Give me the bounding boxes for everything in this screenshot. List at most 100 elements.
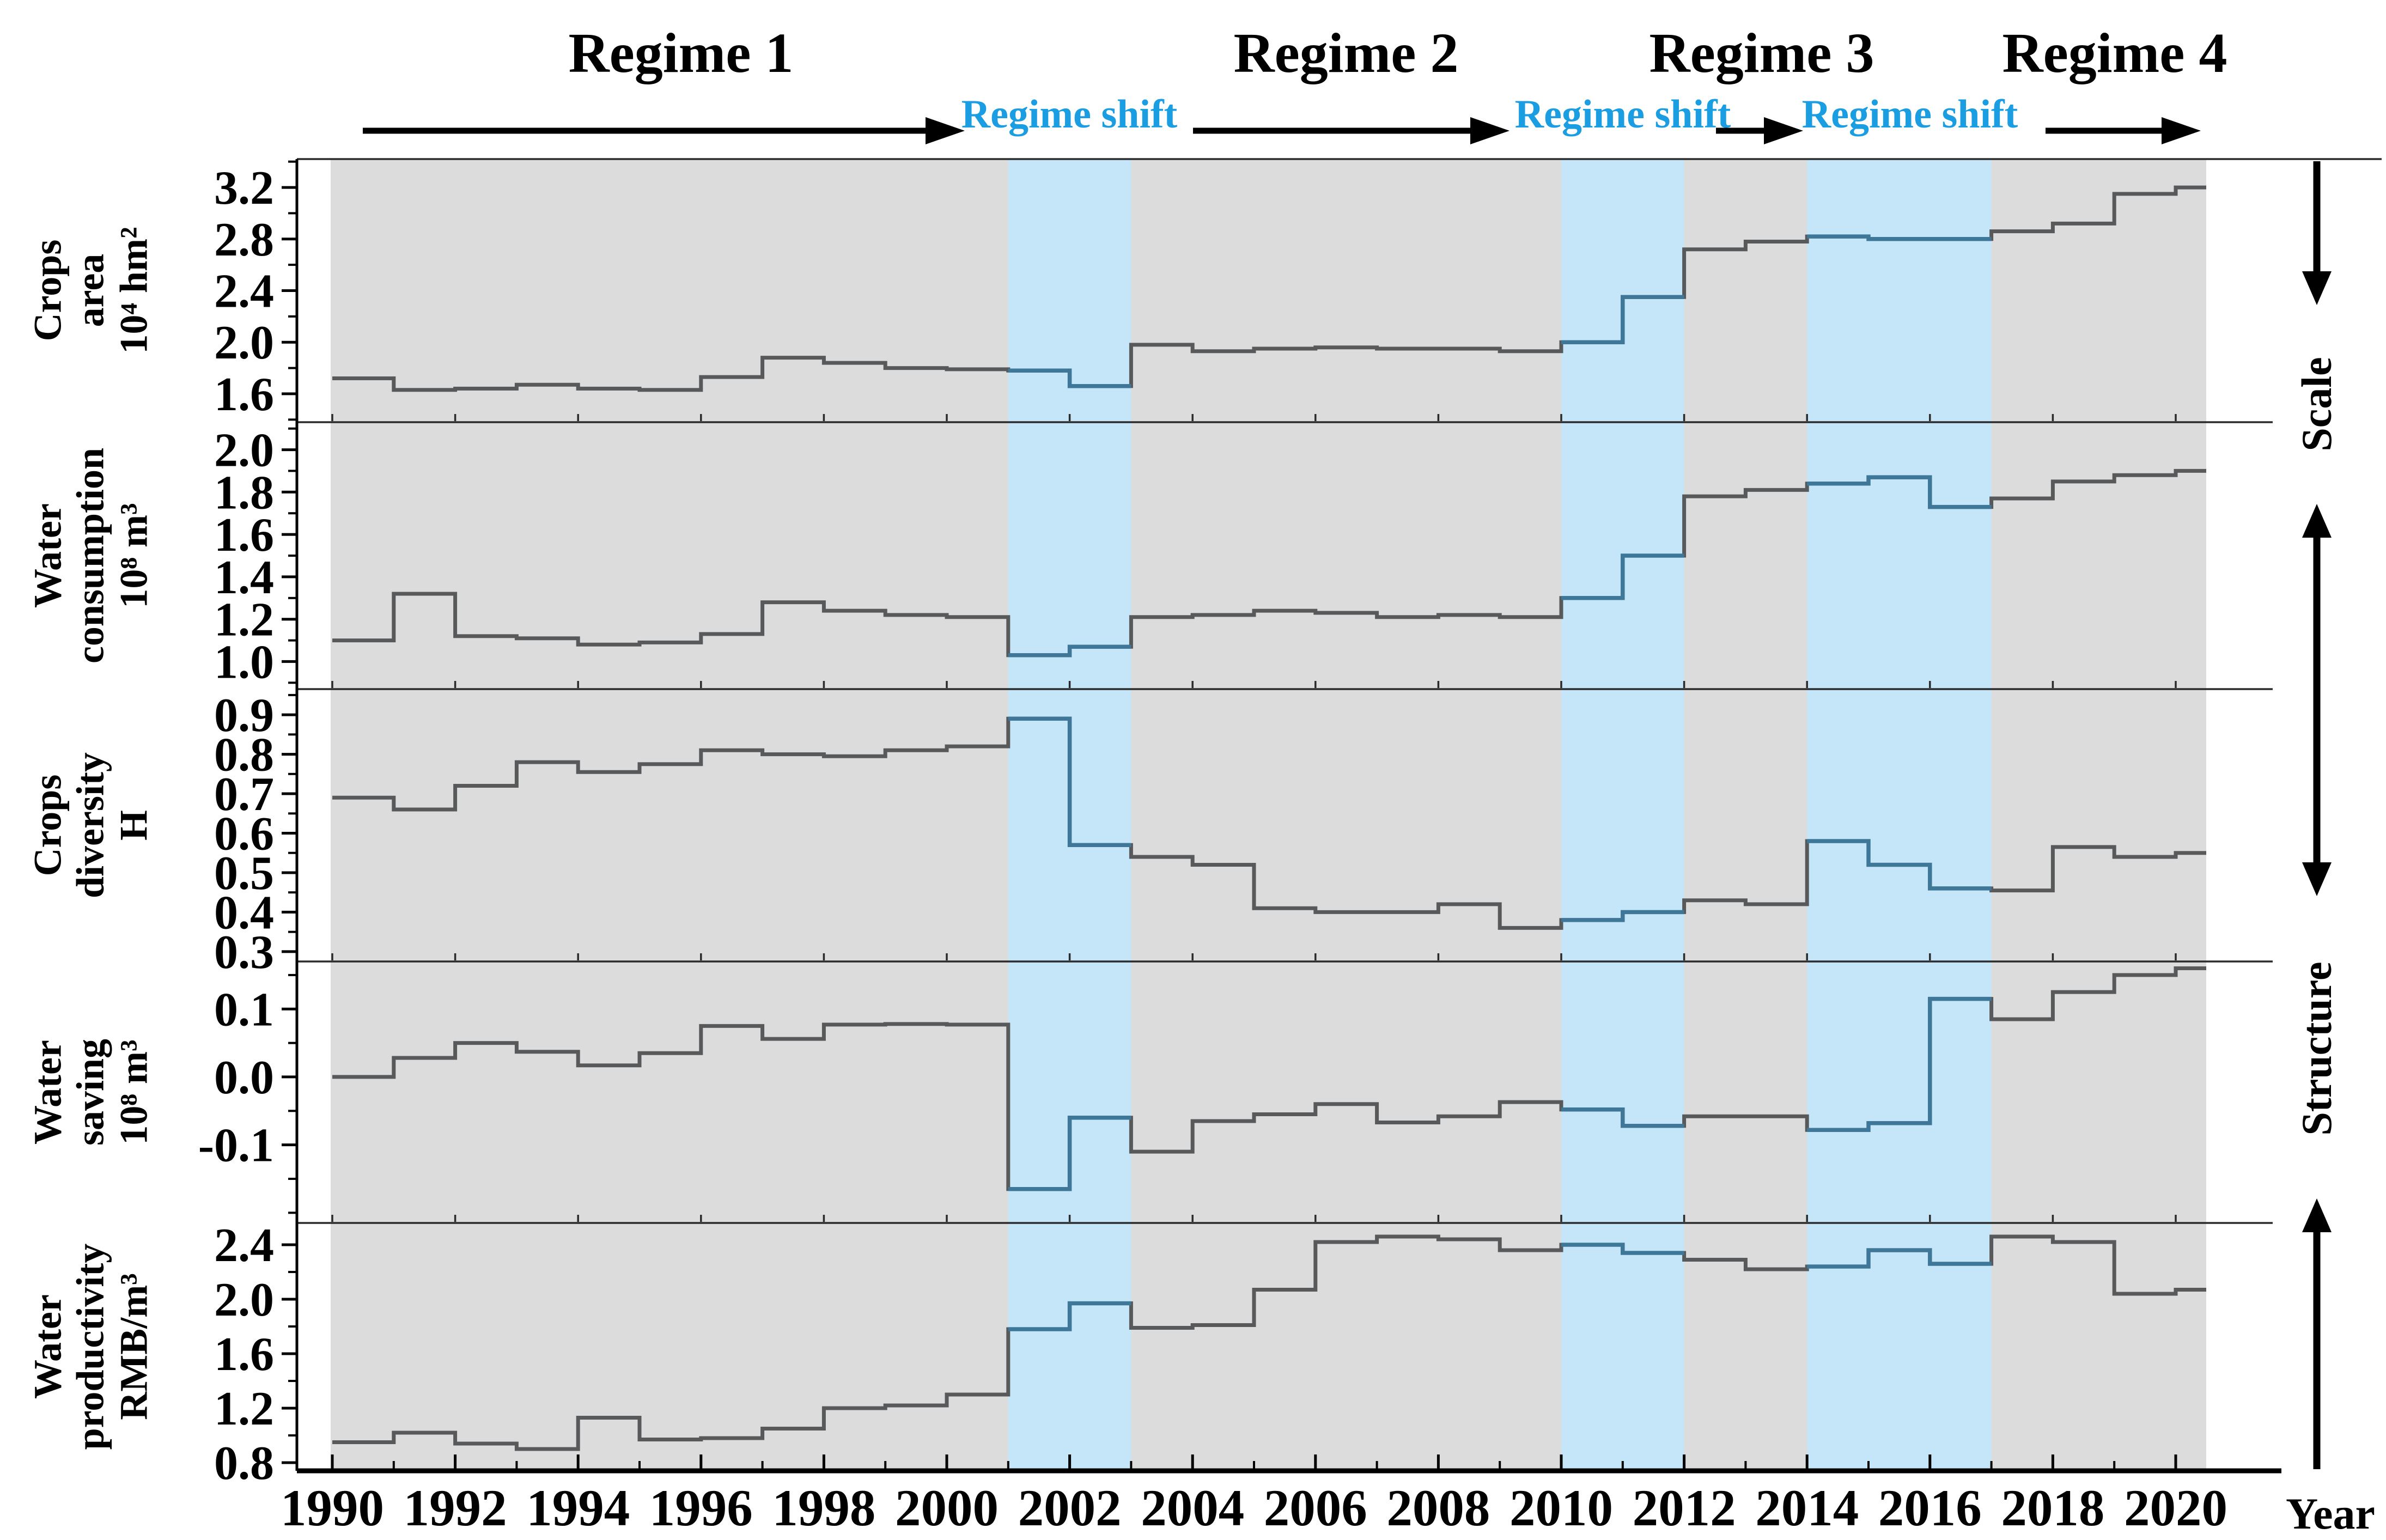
x-tick-label: 2014 — [1755, 1479, 1859, 1537]
y-tick-label: 0.3 — [214, 926, 274, 979]
regime-shift-label-1: Regime shift — [961, 92, 1178, 137]
y-tick-label: 0.7 — [214, 768, 274, 821]
step-line-in-band — [1561, 553, 1684, 600]
step-line-in-band — [1807, 1248, 1992, 1269]
regime-shift-label-3: Regime shift — [1801, 92, 2018, 137]
panel3-name-line1: Crops — [26, 774, 70, 876]
arrowhead-right-icon — [1470, 117, 1509, 144]
y-tick-label: 0.8 — [214, 1437, 274, 1490]
panel2-name-line2: consumption — [68, 447, 112, 664]
scale-structure-arrows — [2302, 161, 2332, 1469]
y-tick-label: 0.6 — [214, 808, 274, 861]
regime-shift-band — [1561, 159, 1684, 422]
chart-frame — [295, 158, 2382, 1474]
x-tick-label: 2020 — [2124, 1479, 2227, 1537]
x-tick-label: 2002 — [1018, 1479, 1122, 1537]
y-tick-label: 0.4 — [214, 886, 274, 939]
x-tick-label: 1990 — [281, 1479, 384, 1537]
panel-water-saving: -0.1 0.0 0.1 — [198, 961, 2206, 1223]
step-line-in-band — [1561, 295, 1684, 344]
step-line-in-band — [1008, 716, 1131, 847]
panel4-name-line1: Water — [26, 1040, 70, 1145]
x-tick-label: 1996 — [649, 1479, 753, 1537]
step-line-in-band — [1561, 1107, 1684, 1128]
y-tick-label: 1.6 — [214, 1328, 274, 1381]
y-tick-label: 1.6 — [214, 509, 274, 562]
step-line-in-band — [1561, 1243, 1684, 1255]
regime-arrows — [363, 117, 2201, 144]
regime-shift-band — [1008, 1223, 1131, 1471]
regime-shift-band — [1807, 1223, 1992, 1471]
regime-shift-band — [1561, 1223, 1684, 1471]
step-line-in-band — [1807, 234, 1992, 241]
step-line-in-band — [1807, 475, 1992, 509]
y-tick-label: 0.0 — [214, 1051, 274, 1104]
x-tick-label: 2004 — [1141, 1479, 1244, 1537]
arrowhead-up-icon — [2302, 504, 2332, 538]
x-tick-label: 2012 — [1633, 1479, 1736, 1537]
panel4-unit: 10⁸ m³ — [112, 1039, 156, 1145]
y-tick-label: 2.0 — [214, 424, 274, 477]
y-tick-label: -0.1 — [198, 1119, 274, 1172]
y-tick-label: 2.4 — [214, 1219, 274, 1272]
y-tick-label: 1.4 — [214, 551, 274, 604]
panel3-unit: H — [112, 809, 156, 841]
panel5-name-line1: Water — [26, 1294, 70, 1399]
structure-label: Structure — [2293, 961, 2340, 1136]
regime-shift-band — [1807, 159, 1992, 422]
panel2-unit: 10⁸ m³ — [112, 503, 156, 608]
x-tick-label: 2010 — [1509, 1479, 1613, 1537]
arrowhead-right-icon — [1764, 117, 1803, 144]
scale-label: Scale — [2293, 357, 2340, 452]
y-tick-label: 0.5 — [214, 847, 274, 900]
panel-water-consumption: 1.01.21.41.61.82.0 — [214, 422, 2206, 689]
regime-shift-label-2: Regime shift — [1514, 92, 1731, 137]
step-line-in-band — [1008, 644, 1131, 658]
panel1-name-line1: Crops — [26, 239, 70, 342]
y-tick-label: 0.1 — [214, 983, 274, 1036]
panel3-name-line2: diversity — [68, 752, 112, 898]
regime-4-title: Regime 4 — [2002, 22, 2227, 84]
panel-water-productivity: 0.81.21.62.02.4 — [214, 1219, 2206, 1490]
panel1-name-line2: area — [68, 253, 112, 327]
x-tick-label: 2008 — [1386, 1479, 1490, 1537]
arrowhead-up-icon — [2302, 1198, 2332, 1232]
y-tick-label: 0.8 — [214, 729, 274, 782]
step-line-in-band — [1008, 1116, 1131, 1191]
regime-shift-band — [1008, 422, 1131, 689]
panel-crops-area: 1.62.02.42.83.2 — [214, 159, 2206, 422]
panel2-name-line1: Water — [26, 503, 70, 608]
regime-shift-band — [1561, 961, 1684, 1223]
x-tick-label: 2018 — [2001, 1479, 2104, 1537]
panel5-name-line2: productivity — [68, 1243, 112, 1450]
regime-shift-band — [1807, 689, 1992, 961]
y-tick-label: 1.0 — [214, 636, 274, 689]
regime-2-title: Regime 2 — [1233, 22, 1459, 84]
step-line-in-band — [1807, 996, 1992, 1132]
step-line-in-band — [1008, 368, 1131, 388]
y-tick-label: 1.6 — [214, 368, 274, 421]
panel1-unit: 10⁴ hm² — [112, 227, 156, 354]
y-tick-label: 0.9 — [214, 689, 274, 742]
regime-1-title: Regime 1 — [568, 22, 794, 84]
regime-shift-band — [1807, 961, 1992, 1223]
x-tick-label: 2006 — [1264, 1479, 1367, 1537]
panel-crops-diversity: 0.30.40.50.60.70.80.9 — [214, 689, 2206, 979]
y-tick-label: 2.4 — [214, 265, 274, 318]
arrowhead-down-icon — [2302, 271, 2332, 305]
arrowhead-right-icon — [2162, 117, 2201, 144]
x-tick-label: 1994 — [526, 1479, 630, 1537]
regime-shift-band — [1807, 422, 1992, 689]
panel4-name-line2: saving — [68, 1038, 112, 1146]
x-tick-label: 1992 — [404, 1479, 507, 1537]
x-axis: 1990 1992 1994 1996 1998 2000 2002 2004 2006 2008… — [281, 1454, 2227, 1537]
regime-3-title: Regime 3 — [1649, 22, 1874, 84]
arrowhead-right-icon — [926, 117, 965, 144]
y-tick-label: 1.2 — [214, 1383, 274, 1435]
arrowhead-down-icon — [2302, 862, 2332, 896]
y-tick-label: 1.2 — [214, 594, 274, 647]
step-line-in-band — [1807, 839, 1992, 891]
panel5-unit: RMB/m³ — [112, 1273, 156, 1420]
